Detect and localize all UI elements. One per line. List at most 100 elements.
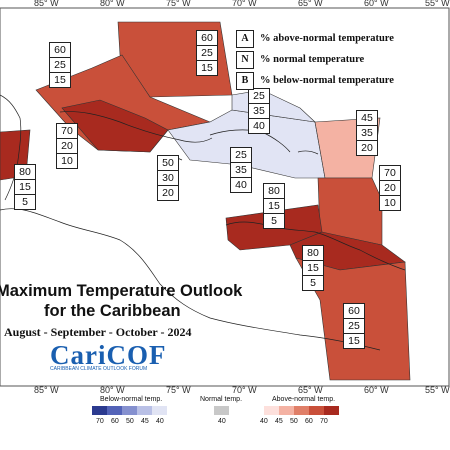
coastline-central-america bbox=[0, 208, 381, 351]
lon-label: 75° W bbox=[166, 385, 191, 395]
lon-label: 65° W bbox=[298, 385, 323, 395]
tick-label: 70 bbox=[320, 418, 328, 425]
swatch-above-50 bbox=[294, 406, 309, 415]
prob-normal: 20 bbox=[57, 139, 77, 154]
prob-box-lesser-antilles-north: 45 35 20 bbox=[356, 110, 378, 156]
prob-below: 15 bbox=[348, 335, 360, 347]
swatch-above-45 bbox=[279, 406, 294, 415]
lon-label: 75° W bbox=[166, 0, 191, 8]
lon-label: 70° W bbox=[232, 385, 257, 395]
colorbar-below-ticks: 70 60 50 45 40 bbox=[96, 418, 171, 425]
legend-key-n: N bbox=[236, 50, 254, 69]
prob-above: 60 bbox=[197, 31, 217, 46]
swatch-above-60 bbox=[309, 406, 324, 415]
tick-label: 40 bbox=[218, 418, 226, 425]
prob-normal: 35 bbox=[249, 104, 269, 119]
prob-below: 5 bbox=[22, 196, 28, 208]
prob-normal: 35 bbox=[231, 163, 251, 178]
prob-below: 20 bbox=[162, 187, 174, 199]
prob-normal: 20 bbox=[380, 181, 400, 196]
prob-below: 10 bbox=[384, 197, 396, 209]
prob-box-abc-islands: 80 15 5 bbox=[263, 183, 285, 229]
legend-key-a: A bbox=[236, 29, 254, 48]
prob-box-jamaica: 50 30 20 bbox=[157, 155, 179, 201]
tick-label: 45 bbox=[141, 418, 149, 425]
legend-row-below: B % below-normal temperature bbox=[236, 70, 394, 91]
colorbar-above-label: Above-normal temp. bbox=[272, 396, 336, 403]
prob-box-lesser-antilles-south: 70 20 10 bbox=[379, 165, 401, 211]
prob-box-hispaniola: 25 35 40 bbox=[230, 147, 252, 193]
prob-box-yucatan: 80 15 5 bbox=[14, 164, 36, 210]
lon-label: 80° W bbox=[100, 0, 125, 8]
tick-label: 40 bbox=[260, 418, 268, 425]
lon-label: 60° W bbox=[364, 0, 389, 8]
prob-normal: 15 bbox=[303, 261, 323, 276]
forecast-period: August - September - October - 2024 bbox=[4, 325, 192, 339]
tick-label: 70 bbox=[96, 418, 104, 425]
colorbar-below-swatches bbox=[92, 406, 167, 415]
tick-label: 60 bbox=[305, 418, 313, 425]
category-legend: A % above-normal temperature N % normal … bbox=[236, 28, 394, 91]
swatch-above-70 bbox=[324, 406, 339, 415]
lon-label: 55° W bbox=[425, 385, 450, 395]
prob-above: 80 bbox=[15, 165, 35, 180]
prob-above: 50 bbox=[158, 156, 178, 171]
prob-box-gulf-northwest: 60 25 15 bbox=[196, 30, 218, 76]
prob-box-cuba-central: 70 20 10 bbox=[56, 123, 78, 169]
map-title-line1: Maximum Temperature Outlook bbox=[0, 282, 243, 300]
prob-above: 60 bbox=[344, 304, 364, 319]
prob-above: 80 bbox=[264, 184, 284, 199]
prob-box-turks-caicos: 25 35 40 bbox=[248, 88, 270, 134]
prob-normal: 30 bbox=[158, 171, 178, 186]
legend-key-b: B bbox=[236, 71, 254, 90]
colorbar-normal-ticks: 40 bbox=[218, 418, 233, 425]
colorbar-normal-swatch bbox=[214, 406, 229, 415]
prob-below: 40 bbox=[235, 179, 247, 191]
lon-label: 55° W bbox=[425, 0, 450, 8]
prob-above: 70 bbox=[380, 166, 400, 181]
coastline-south-america bbox=[225, 221, 406, 271]
prob-normal: 15 bbox=[15, 180, 35, 195]
swatch-below-50 bbox=[122, 406, 137, 415]
prob-box-trinidad: 80 15 5 bbox=[302, 245, 324, 291]
swatch-above-40 bbox=[264, 406, 279, 415]
prob-above: 80 bbox=[303, 246, 323, 261]
prob-above: 45 bbox=[357, 111, 377, 126]
colorbar-normal-label: Normal temp. bbox=[200, 396, 243, 403]
lon-label: 85° W bbox=[34, 385, 59, 395]
prob-box-guianas: 60 25 15 bbox=[343, 303, 365, 349]
prob-below: 5 bbox=[271, 215, 277, 227]
prob-normal: 25 bbox=[344, 319, 364, 334]
prob-above: 25 bbox=[249, 89, 269, 104]
swatch-below-40 bbox=[152, 406, 167, 415]
legend-row-above: A % above-normal temperature bbox=[236, 28, 394, 49]
swatch-below-60 bbox=[107, 406, 122, 415]
map-title-line2: for the Caribbean bbox=[44, 302, 181, 320]
tick-label: 50 bbox=[290, 418, 298, 425]
lon-label: 80° W bbox=[100, 385, 125, 395]
colorbar-below-label: Below-normal temp. bbox=[100, 396, 163, 403]
prob-above: 60 bbox=[50, 43, 70, 58]
caricof-logo: CariCOF CARIBBEAN CLIMATE OUTLOOK FORUM bbox=[50, 340, 166, 372]
logo-wordmark: CariCOF bbox=[50, 340, 167, 370]
lon-label: 65° W bbox=[298, 0, 323, 8]
prob-below: 40 bbox=[253, 120, 265, 132]
tick-label: 40 bbox=[156, 418, 164, 425]
swatch-below-70 bbox=[92, 406, 107, 415]
coastline-mexico bbox=[0, 94, 22, 201]
prob-normal: 35 bbox=[357, 126, 377, 141]
lon-label: 70° W bbox=[232, 0, 257, 8]
prob-normal: 25 bbox=[197, 46, 217, 61]
coastline-puerto-rico bbox=[297, 150, 319, 155]
legend-text-normal: % normal temperature bbox=[260, 54, 365, 65]
tick-label: 45 bbox=[275, 418, 283, 425]
prob-normal: 25 bbox=[50, 58, 70, 73]
tick-label: 60 bbox=[111, 418, 119, 425]
colorbar-above-swatches bbox=[264, 406, 339, 415]
prob-normal: 15 bbox=[264, 199, 284, 214]
lon-label: 85° W bbox=[34, 0, 59, 8]
swatch-normal-40 bbox=[214, 406, 229, 415]
prob-above: 25 bbox=[231, 148, 251, 163]
legend-text-above: % above-normal temperature bbox=[260, 33, 394, 44]
